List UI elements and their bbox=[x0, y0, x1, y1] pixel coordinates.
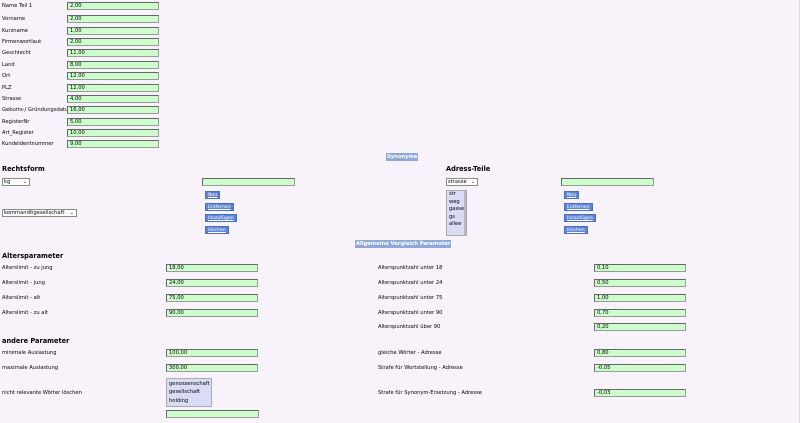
adress-teile-entfernen-button[interactable]: Entfernen bbox=[564, 203, 593, 211]
auslastung-1-label: maximale Auslastung bbox=[2, 365, 59, 371]
adress-teile-hinzufuegen-button[interactable]: hinzufügen bbox=[564, 214, 596, 222]
alterslimit-3-input[interactable]: 90,00 bbox=[166, 309, 258, 317]
rechtsform-title: Rechtsform bbox=[2, 165, 45, 173]
adress-teile-list-item[interactable]: weg bbox=[449, 198, 460, 205]
name-field-0-input[interactable]: 2,00 bbox=[67, 2, 159, 10]
rechtsform-new-synonym-input[interactable] bbox=[202, 178, 295, 186]
alterspunktzahl-4-input[interactable]: 0,20 bbox=[594, 323, 686, 331]
alterslimit-3-label: Alterslimit - zu alt bbox=[2, 310, 48, 316]
name-field-9-label: Geburts-/ Gründungsdatum bbox=[2, 107, 74, 113]
name-field-6-input[interactable]: 12,00 bbox=[67, 72, 159, 80]
adresse-parameter-1-label: Strafe für Wortstellung - Adresse bbox=[378, 365, 463, 371]
irrelevant-word-item[interactable]: genossenschaft bbox=[169, 381, 210, 387]
name-field-3-label: Firmenwortlaut bbox=[2, 39, 42, 45]
rechtsform-hinzufuegen-button[interactable]: hinzufügen bbox=[205, 214, 237, 222]
adress-teile-list-item[interactable]: str bbox=[449, 191, 456, 197]
chevron-down-icon: ⌄ bbox=[470, 179, 475, 185]
alterslimit-1-input[interactable]: 24,00 bbox=[166, 279, 258, 287]
name-field-0-label: Name Teil 1 bbox=[2, 3, 33, 9]
chevron-down-icon: ⌄ bbox=[69, 210, 74, 216]
adress-teile-select[interactable]: strasse ⌄ bbox=[446, 178, 478, 186]
auslastung-1-input[interactable]: 300,00 bbox=[166, 364, 258, 372]
irrelevant-word-input[interactable] bbox=[166, 410, 259, 418]
rechtsform-neu-button[interactable]: Neu bbox=[205, 191, 221, 199]
adress-teile-list-item[interactable]: gasse bbox=[449, 206, 465, 213]
name-field-5-input[interactable]: 8,00 bbox=[67, 61, 159, 69]
alterspunktzahl-1-label: Alterspunktzahl unter 24 bbox=[378, 280, 443, 286]
alterspunktzahl-4-label: Alterspunktzahl über 90 bbox=[378, 324, 441, 330]
adress-teile-loeschen-button[interactable]: löschen bbox=[564, 226, 588, 234]
name-field-11-input[interactable]: 10,00 bbox=[67, 129, 159, 137]
name-field-3-input[interactable]: 2,00 bbox=[67, 38, 159, 46]
adresse-parameter-1-input[interactable]: -0,05 bbox=[594, 364, 686, 372]
alterspunktzahl-2-input[interactable]: 1,00 bbox=[594, 294, 686, 302]
alterspunktzahl-0-label: Alterspunktzahl unter 18 bbox=[378, 265, 443, 271]
irrelevant-words-list[interactable]: genossenschaft gesellschaft holding bbox=[166, 378, 212, 407]
rechtsform-entfernen-button[interactable]: Entfernen bbox=[205, 203, 234, 211]
alterspunktzahl-2-label: Alterspunktzahl unter 75 bbox=[378, 295, 443, 301]
alterslimit-2-input[interactable]: 75,00 bbox=[166, 294, 258, 302]
name-field-2-input[interactable]: 1,00 bbox=[67, 27, 159, 35]
chevron-down-icon: ⌄ bbox=[22, 179, 27, 185]
adress-teile-title: Adress-Teile bbox=[446, 165, 491, 173]
andere-parameter-title: andere Parameter bbox=[2, 337, 70, 345]
name-field-10-input[interactable]: 5,00 bbox=[67, 118, 159, 126]
name-field-1-label: Vorname bbox=[2, 16, 26, 22]
adresse-parameter-2-input[interactable]: -0,03 bbox=[594, 389, 686, 397]
alterspunktzahl-1-input[interactable]: 0,50 bbox=[594, 279, 686, 287]
name-field-4-input[interactable]: 11,00 bbox=[67, 49, 159, 57]
name-field-5-label: Land bbox=[2, 62, 15, 68]
name-field-7-input[interactable]: 12,00 bbox=[67, 84, 159, 92]
adress-teile-new-synonym-input[interactable] bbox=[561, 178, 654, 186]
name-field-4-label: Geschlecht bbox=[2, 50, 31, 56]
irrelevant-word-item[interactable]: holding bbox=[169, 397, 189, 404]
adress-teile-list-item[interactable]: gs bbox=[449, 213, 455, 220]
altersparameter-title: Altersparameter bbox=[2, 252, 64, 260]
adresse-parameter-0-input[interactable]: 0,80 bbox=[594, 349, 686, 357]
rechtsform-select[interactable]: kg ⌄ bbox=[2, 178, 30, 186]
name-field-2-label: Kurzname bbox=[2, 28, 28, 34]
adress-teile-neu-button[interactable]: Neu bbox=[564, 191, 580, 199]
synonyme-section-bar: Synonyme bbox=[386, 153, 419, 161]
name-field-8-label: Strasse bbox=[2, 96, 22, 102]
irrelevant-words-label: nicht relevante Wörter löschen bbox=[2, 390, 82, 396]
name-field-6-label: Ort bbox=[2, 73, 11, 79]
adress-teile-list-item[interactable]: allee bbox=[449, 221, 462, 228]
alterspunktzahl-0-input[interactable]: 0,10 bbox=[594, 264, 686, 272]
name-field-1-input[interactable]: 2,00 bbox=[67, 15, 159, 23]
name-field-7-label: PLZ bbox=[2, 85, 12, 91]
alterspunktzahl-3-input[interactable]: 0,70 bbox=[594, 309, 686, 317]
name-field-12-input[interactable]: 9,00 bbox=[67, 140, 159, 148]
auslastung-0-input[interactable]: 100,00 bbox=[166, 349, 258, 357]
alterspunktzahl-3-label: Alterspunktzahl unter 90 bbox=[378, 310, 443, 316]
adress-teile-select-value: strasse bbox=[448, 179, 467, 185]
rechtsform-synonym-list-select[interactable]: kommanditgesellschaft ⌄ bbox=[2, 209, 77, 217]
name-field-12-label: KundeIdentnummer bbox=[2, 141, 54, 147]
alterslimit-0-label: Alterslimit - zu jung bbox=[2, 265, 53, 271]
allgemeine-parameter-section-bar: Allgemeine Vergleich Parameter bbox=[355, 240, 452, 248]
auslastung-0-label: minimale Auslastung bbox=[2, 350, 57, 356]
irrelevant-word-item[interactable]: gesellschaft bbox=[169, 389, 201, 396]
rechtsform-synonym-list-value: kommanditgesellschaft bbox=[4, 210, 65, 216]
adresse-parameter-0-label: gleiche Wörter - Adresse bbox=[378, 350, 442, 356]
alterslimit-0-input[interactable]: 18,00 bbox=[166, 264, 258, 272]
adress-teile-list-scrollbar[interactable] bbox=[464, 191, 466, 235]
alterslimit-1-label: Alterslimit - jung bbox=[2, 280, 45, 286]
adresse-parameter-2-label: Strafe für Synonym-Ersetzung - Adresse bbox=[378, 390, 482, 396]
adress-teile-synonym-list[interactable]: str weg gasse gs allee bbox=[446, 190, 467, 236]
name-field-9-input[interactable]: 16,00 bbox=[67, 106, 159, 114]
name-field-10-label: RegisterNr bbox=[2, 119, 30, 125]
rechtsform-select-value: kg bbox=[4, 179, 11, 185]
alterslimit-2-label: Alterslimit - alt bbox=[2, 295, 41, 301]
name-field-8-input[interactable]: 4,00 bbox=[67, 95, 159, 103]
rechtsform-loeschen-button[interactable]: löschen bbox=[205, 226, 229, 234]
name-field-11-label: Art_Register bbox=[2, 130, 34, 136]
